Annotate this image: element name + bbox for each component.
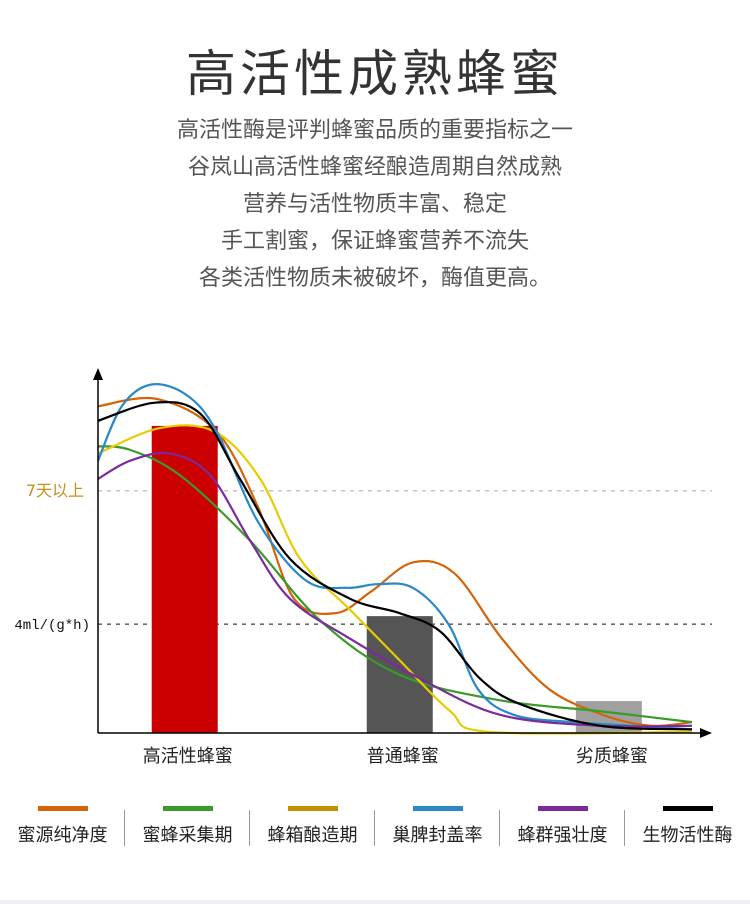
chart: 7天以上 4ml/(g*h) 高活性蜂蜜 普通蜂蜜 劣质蜂蜜 [14,368,712,767]
reference-label: 7天以上 [26,481,84,500]
legend-label: 蜜蜂采集期 [142,825,233,846]
legend-item: 蜂群强壮度 [500,800,625,850]
legend-item: 蜂箱酿造期 [250,800,375,850]
x-tick-label: 高活性蜂蜜 [143,746,233,767]
subtitle-line: 各类活性物质未被破坏，酶值更高。 [198,266,551,291]
divider [249,810,250,846]
legend-label: 蜂箱酿造期 [267,825,358,846]
subtitle-line: 谷岚山高活性蜂蜜经酿造周期自然成熟 [187,155,562,180]
divider [624,810,625,846]
x-tick-label: 普通蜂蜜 [367,746,439,767]
subtitle-line: 营养与活性物质丰富、稳定 [242,192,507,217]
x-tick-label: 劣质蜂蜜 [576,746,648,767]
reference-label: 4ml/(g*h) [14,618,90,634]
series-line [97,400,693,731]
y-axis-arrow-icon [93,368,103,380]
bar [151,425,218,733]
series-line [96,383,693,731]
series-line [97,424,693,735]
subtitle-line: 手工割蜜，保证蜂蜜营养不流失 [220,229,529,254]
subtitle: 高活性酶是评判蜂蜜品质的重要指标之一 谷岚山高活性蜂蜜经酿造周期自然成熟 营养与… [0,112,750,297]
divider [124,810,125,846]
legend-label: 生物活性酶 [642,825,733,846]
legend-swatch [537,806,588,811]
legend-item: 生物活性酶 [625,800,750,850]
x-axis-arrow-icon [700,728,712,738]
legend-label: 蜜源纯净度 [17,825,108,846]
legend-item: 巢脾封盖率 [375,800,500,850]
legend-label: 巢脾封盖率 [392,825,483,846]
legend-label: 蜂群强壮度 [517,825,608,846]
legend: 蜜源纯净度 蜜蜂采集期 蜂箱酿造期 巢脾封盖率 蜂群强壮度 生物活性酶 [0,800,750,850]
subtitle-line: 高活性酶是评判蜂蜜品质的重要指标之一 [176,118,573,143]
series-line [97,445,693,724]
series-line [97,451,693,728]
legend-swatch [162,806,213,811]
page-title: 高活性成熟蜂蜜 [186,45,564,103]
legend-swatch [662,806,713,811]
legend-item: 蜜源纯净度 [0,800,125,850]
legend-swatch [412,806,463,811]
legend-swatch [37,806,88,811]
legend-item: 蜜蜂采集期 [125,800,250,850]
divider [0,900,750,904]
legend-swatch [287,806,338,811]
divider [499,810,500,846]
divider [374,810,375,846]
